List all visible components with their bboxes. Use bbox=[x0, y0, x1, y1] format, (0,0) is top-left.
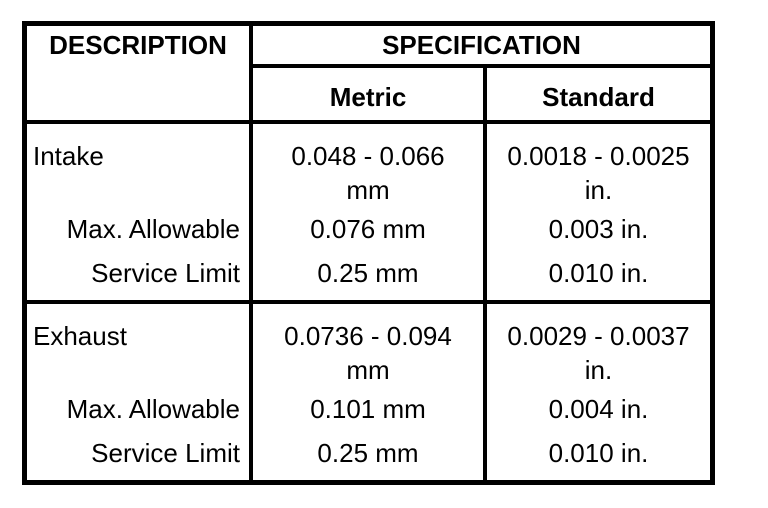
exhaust-standard-cell: 0.0029 - 0.0037 in. 0.004 in. 0.010 in. bbox=[487, 304, 710, 480]
intake-max-allowable-metric: 0.076 mm bbox=[310, 214, 426, 244]
exhaust-service-limit-label: Service Limit bbox=[91, 438, 240, 468]
exhaust-metric-range-value: 0.0736 - 0.094 bbox=[284, 321, 452, 351]
intake-standard-range-unit: in. bbox=[584, 175, 613, 205]
intake-metric-range: 0.048 - 0.066 mm bbox=[253, 139, 483, 207]
intake-metric-range-value: 0.048 - 0.066 bbox=[291, 141, 445, 171]
intake-row-label: Intake bbox=[33, 141, 104, 171]
exhaust-service-limit-standard: 0.010 in. bbox=[548, 438, 649, 468]
exhaust-standard-range: 0.0029 - 0.0037 in. bbox=[487, 319, 710, 387]
intake-description-cell: Intake Max. Allowable Service Limit bbox=[27, 124, 249, 300]
intake-service-limit-metric: 0.25 mm bbox=[317, 258, 419, 288]
exhaust-metric-range: 0.0736 - 0.094 mm bbox=[253, 319, 483, 387]
intake-standard-cell: 0.0018 - 0.0025 in. 0.003 in. 0.010 in. bbox=[487, 124, 710, 300]
intake-service-limit-standard: 0.010 in. bbox=[548, 258, 649, 288]
intake-metric-range-unit: mm bbox=[346, 175, 390, 205]
intake-metric-cell: 0.048 - 0.066 mm 0.076 mm 0.25 mm bbox=[253, 124, 483, 300]
column-header-description: DESCRIPTION bbox=[27, 26, 249, 120]
exhaust-max-allowable-label: Max. Allowable bbox=[66, 394, 240, 424]
specification-table: DESCRIPTION SPECIFICATION Metric Standar… bbox=[22, 21, 715, 485]
intake-max-allowable-standard: 0.003 in. bbox=[548, 214, 649, 244]
exhaust-standard-range-unit: in. bbox=[584, 355, 613, 385]
intake-max-allowable-label: Max. Allowable bbox=[66, 214, 240, 244]
column-header-specification: SPECIFICATION bbox=[253, 26, 710, 64]
exhaust-standard-range-value: 0.0029 - 0.0037 bbox=[507, 321, 690, 351]
column-header-metric: Metric bbox=[253, 68, 483, 120]
exhaust-metric-cell: 0.0736 - 0.094 mm 0.101 mm 0.25 mm bbox=[253, 304, 483, 480]
exhaust-description-cell: Exhaust Max. Allowable Service Limit bbox=[27, 304, 249, 480]
exhaust-service-limit-metric: 0.25 mm bbox=[317, 438, 419, 468]
column-header-standard: Standard bbox=[487, 68, 710, 120]
exhaust-max-allowable-metric: 0.101 mm bbox=[310, 394, 426, 424]
exhaust-row-label: Exhaust bbox=[33, 321, 127, 351]
intake-standard-range: 0.0018 - 0.0025 in. bbox=[487, 139, 710, 207]
intake-service-limit-label: Service Limit bbox=[91, 258, 240, 288]
intake-standard-range-value: 0.0018 - 0.0025 bbox=[507, 141, 690, 171]
exhaust-max-allowable-standard: 0.004 in. bbox=[548, 394, 649, 424]
exhaust-metric-range-unit: mm bbox=[346, 355, 390, 385]
